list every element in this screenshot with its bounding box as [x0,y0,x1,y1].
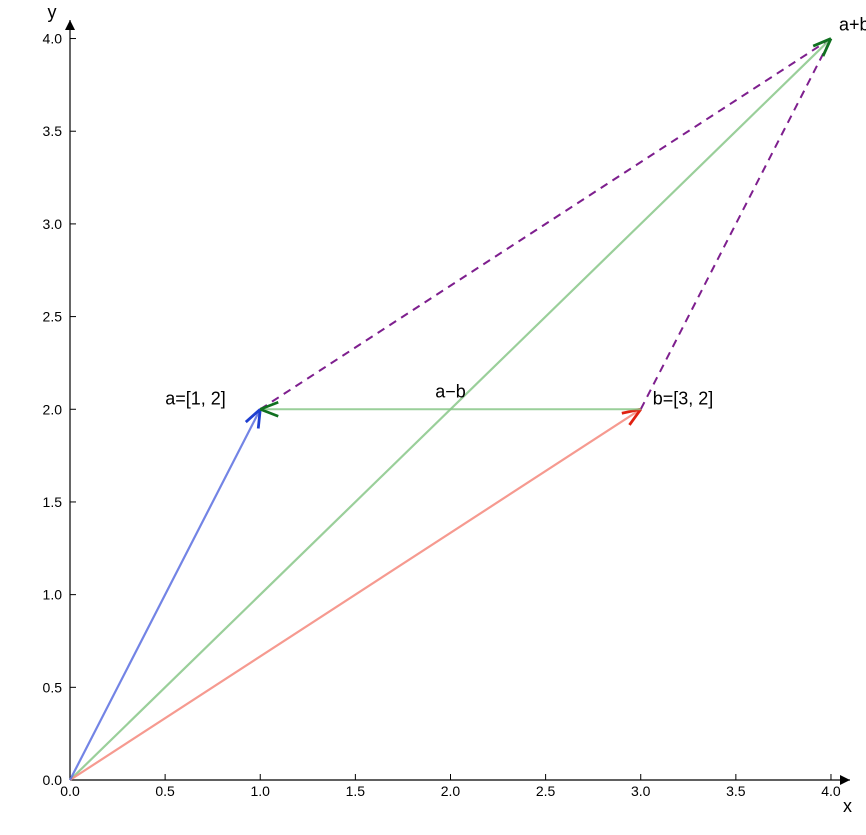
x-tick-label: 3.5 [726,783,746,799]
x-tick-label: 1.5 [346,783,366,799]
vector-b-label: b=[3, 2] [653,388,714,408]
vector-a_minus_b-label: a−b [435,381,466,401]
x-tick-label: 3.0 [631,783,651,799]
y-tick-label: 3.5 [43,123,63,139]
vector-addition-chart: 0.0 0.5 1.0 1.5 2.0 2.5 3.0 3.5 4.0 0.0 0.5 1.0 1.5 2… [0,0,866,835]
vector-a_plus_b-label: a+b [839,15,866,35]
y-tick-label: 4.0 [43,31,63,47]
x-tick-label: 1.0 [251,783,271,799]
x-tick-label: 2.0 [441,783,461,799]
x-tick-label: 0.0 [60,783,80,799]
x-tick-label: 0.5 [155,783,175,799]
vector-a-label: a=[1, 2] [165,388,226,408]
y-tick-label: 1.5 [43,494,63,510]
x-tick-label: 4.0 [821,783,841,799]
y-tick-label: 2.5 [43,309,63,325]
chart-background [0,0,866,835]
y-tick-label: 0.0 [43,772,63,788]
y-tick-label: 0.5 [43,679,63,695]
y-tick-label: 1.0 [43,587,63,603]
x-axis-label: x [843,796,852,816]
y-tick-label: 2.0 [43,401,63,417]
y-axis-label: y [48,2,57,22]
x-tick-label: 2.5 [536,783,556,799]
y-tick-label: 3.0 [43,216,63,232]
